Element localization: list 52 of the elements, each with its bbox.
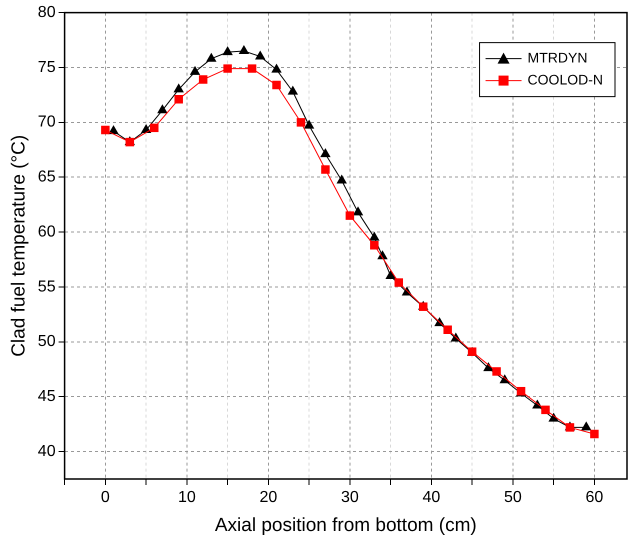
- legend-label: COOLOD-N: [528, 71, 604, 88]
- x-tick-label: 60: [586, 489, 604, 506]
- y-tick-label: 75: [38, 58, 56, 76]
- point: [174, 95, 183, 104]
- point: [238, 45, 250, 54]
- point: [296, 118, 306, 127]
- point: [206, 52, 217, 62]
- x-tick-label: 40: [422, 489, 440, 506]
- point: [320, 148, 331, 158]
- y-tick-label: 50: [38, 333, 56, 350]
- y-axis-title: Clad fuel temperature (°C): [8, 134, 30, 357]
- point: [198, 75, 208, 84]
- point: [174, 83, 184, 92]
- point: [222, 46, 233, 56]
- point: [369, 232, 380, 241]
- legend-label: MTRDYN: [528, 49, 588, 66]
- point: [370, 241, 379, 250]
- x-tick-label: 10: [178, 489, 196, 506]
- point: [443, 326, 452, 334]
- x-tick-label: 20: [259, 489, 278, 506]
- x-tick-label: 0: [100, 489, 110, 506]
- point: [346, 211, 354, 220]
- point: [288, 86, 298, 95]
- point: [541, 406, 550, 414]
- point: [321, 165, 330, 174]
- point: [590, 430, 599, 438]
- y-tick-label: 45: [38, 388, 56, 406]
- point: [581, 421, 592, 430]
- x-tick-label: 30: [340, 489, 359, 506]
- y-tick-label: 40: [38, 442, 56, 460]
- y-tick-label: 55: [38, 278, 56, 296]
- point: [150, 124, 158, 132]
- x-tick-label: 50: [504, 489, 522, 506]
- point: [394, 278, 404, 287]
- y-tick-label: 60: [38, 223, 56, 240]
- y-tick-label: 65: [38, 168, 56, 186]
- y-tick-label: 80: [38, 4, 56, 22]
- point: [271, 64, 282, 73]
- point: [336, 174, 347, 184]
- point: [248, 64, 256, 73]
- point: [255, 50, 266, 60]
- point: [272, 80, 281, 90]
- point: [157, 104, 168, 114]
- point: [385, 270, 396, 279]
- point: [304, 120, 314, 129]
- point: [492, 367, 501, 376]
- y-tick-label: 70: [38, 114, 56, 131]
- point: [223, 64, 232, 73]
- x-axis-title: Axial position from bottom (cm): [214, 514, 477, 536]
- point: [352, 206, 364, 216]
- point: [190, 66, 200, 75]
- point: [101, 126, 110, 134]
